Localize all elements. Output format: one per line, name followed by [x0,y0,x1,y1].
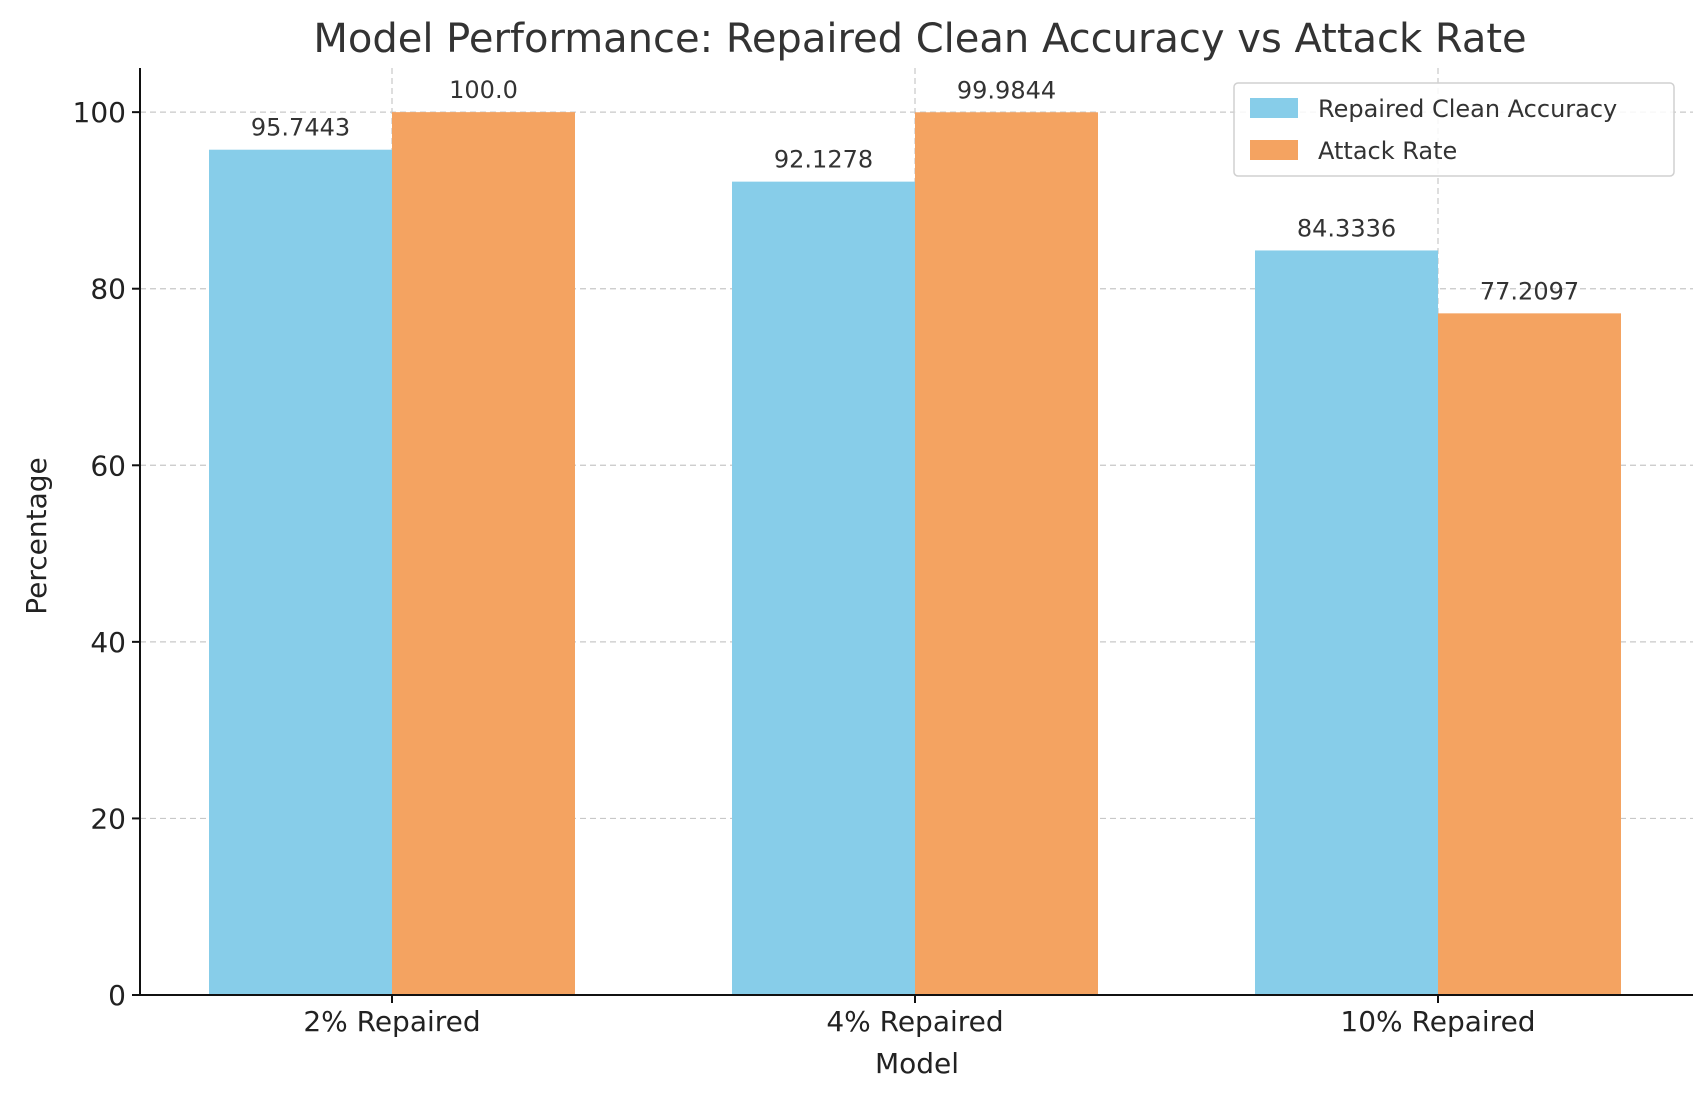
x-tick-label-1: 4% Repaired [826,1005,1003,1038]
data-label-series-1-1: 99.9844 [957,76,1056,104]
bar-series-1-1 [915,112,1098,996]
x-tick-label-0: 2% Repaired [303,1005,480,1038]
legend-swatch-repaired-clean-accuracy [1250,98,1298,118]
legend-frame [1233,82,1675,177]
data-label-series-1-0: 100.0 [449,76,518,104]
y-tick-label-40: 40 [90,626,126,659]
legend-label-attack-rate: Attack Rate [1318,137,1457,165]
y-tick-label-20: 20 [90,802,126,835]
y-axis-label: Percentage [20,457,53,615]
data-label-series-0-1: 92.1278 [774,146,873,174]
data-labels: 95.7443 92.1278 84.3336 100.0 99.9844 77.2097 [251,76,1579,305]
bar-series-0-0 [209,149,392,996]
y-tick-label-100: 100 [73,96,126,129]
bars [209,112,1621,996]
chart-title: Model Performance: Repaired Clean Accura… [313,16,1526,62]
y-tick-label-0: 0 [108,979,126,1012]
y-tick-label-60: 60 [90,449,126,482]
bar-series-0-2 [1255,250,1438,996]
x-axis-label: Model [875,1047,959,1080]
data-label-series-1-2: 77.2097 [1480,277,1579,305]
axes: 0 20 40 60 80 100 2% Repaired 4% Repaired 10% Re… [73,68,1693,1038]
data-label-series-0-0: 95.7443 [251,114,350,142]
legend-label-repaired-clean-accuracy: Repaired Clean Accuracy [1318,95,1617,123]
legend-swatch-attack-rate [1250,140,1298,160]
bar-series-0-1 [732,181,915,996]
bar-series-1-0 [392,112,575,995]
data-label-series-0-2: 84.3336 [1297,214,1396,242]
y-tick-label-80: 80 [90,273,126,306]
legend: Repaired Clean Accuracy Attack Rate [1233,82,1675,177]
bar-series-1-2 [1438,313,1621,996]
x-tick-label-2: 10% Repaired [1340,1005,1535,1038]
